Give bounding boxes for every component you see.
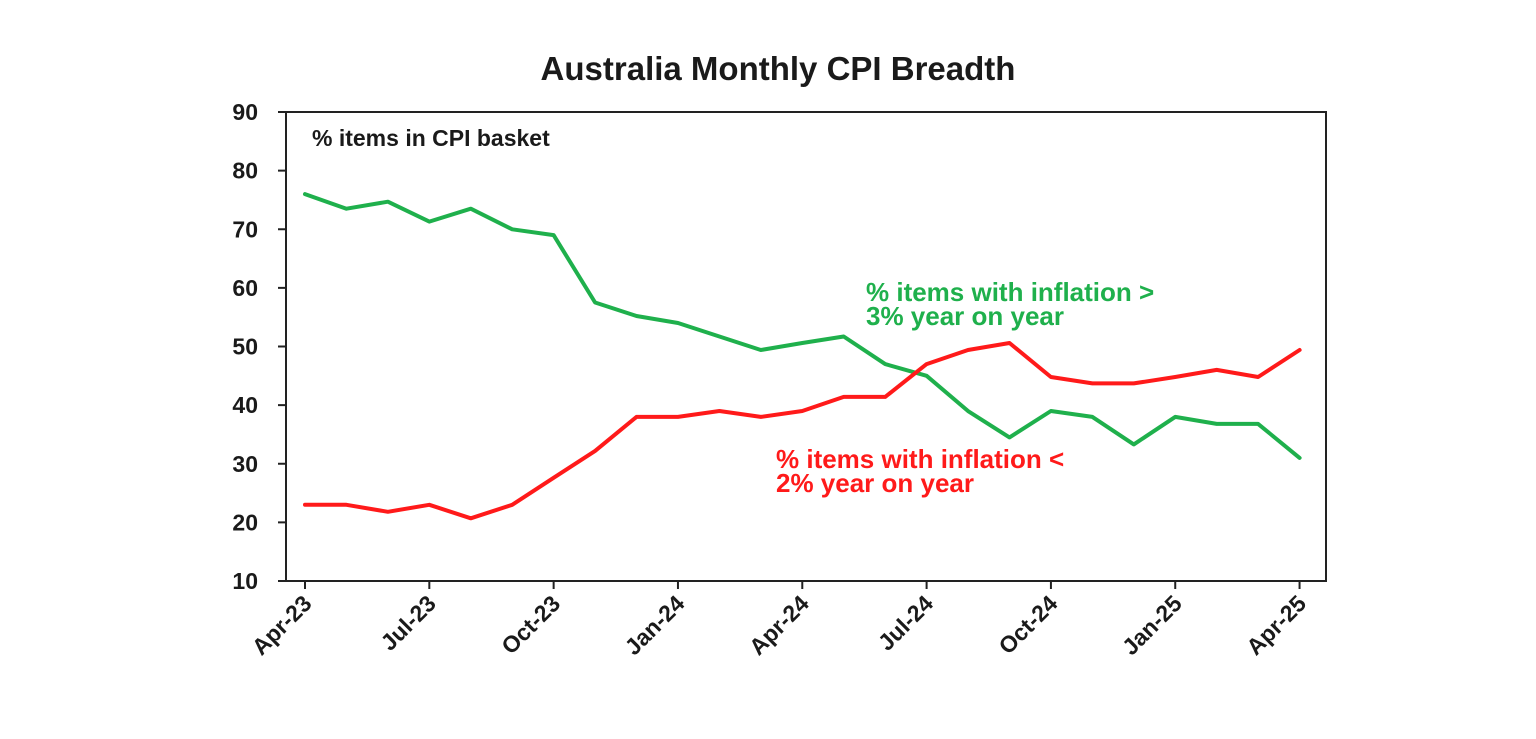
x-tick-label: Apr-23	[247, 590, 317, 660]
y-tick-label: 90	[232, 99, 258, 125]
series-line-1	[303, 341, 1302, 521]
annotation-above-3pct-line-2: 3% year on year	[866, 301, 1064, 331]
y-tick-label: 10	[232, 568, 258, 594]
y-tick-label: 70	[232, 216, 258, 242]
annotation-below-2pct: % items with inflation < 2% year on year	[776, 444, 1071, 498]
annotation-group: % items with inflation > 3% year on year…	[776, 277, 1161, 498]
annotation-below-2pct-line-1: % items with inflation <	[776, 444, 1064, 474]
x-tick-label: Apr-25	[1241, 590, 1311, 660]
series-line-0	[303, 192, 1302, 460]
chart-title: Australia Monthly CPI Breadth	[541, 50, 1016, 87]
y-tick-label: 30	[232, 451, 258, 477]
x-tick-label: Oct-24	[993, 590, 1062, 659]
x-tick-label: Jan-25	[1117, 590, 1187, 660]
annotation-above-3pct: % items with inflation > 3% year on year	[866, 277, 1161, 331]
annotation-below-2pct-line-2: 2% year on year	[776, 468, 974, 498]
y-tick-label: 80	[232, 158, 258, 184]
x-tick-label: Jul-23	[375, 590, 440, 655]
y-tick-label: 50	[232, 334, 258, 360]
annotation-above-3pct-line-1: % items with inflation >	[866, 277, 1154, 307]
x-tick-label: Jan-24	[620, 590, 690, 660]
x-tick-label: Jul-24	[873, 590, 939, 656]
x-axis: Apr-23 Jul-23 Oct-23 Jan-24 Apr-24 Jul-24 Oct-…	[247, 581, 1311, 660]
y-tick-label: 60	[232, 275, 258, 301]
y-axis: 10 20 30 40 50 60 70 80 90	[232, 99, 286, 594]
series-group	[303, 192, 1302, 521]
x-tick-label: Apr-24	[744, 590, 814, 660]
y-axis-label: % items in CPI basket	[312, 125, 550, 151]
x-tick-label: Oct-23	[496, 590, 565, 659]
y-tick-label: 20	[232, 509, 258, 535]
y-tick-label: 40	[232, 392, 258, 418]
